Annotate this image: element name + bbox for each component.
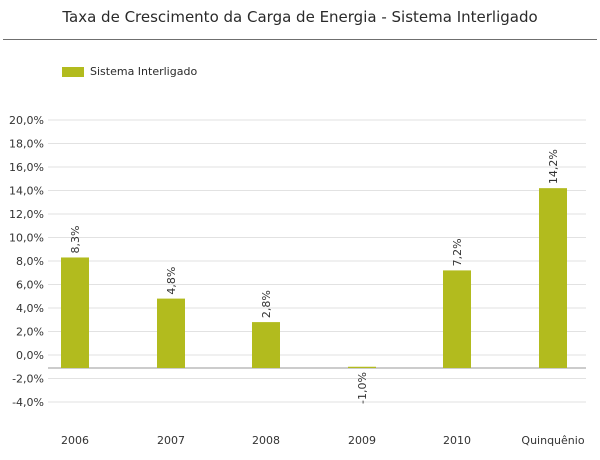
x-tick-label: 2006 — [61, 434, 89, 447]
data-label: -1,0% — [356, 372, 369, 404]
data-label: 7,2% — [451, 238, 464, 266]
bar — [252, 322, 280, 368]
y-tick-label: 14,0% — [9, 185, 44, 198]
x-tick-label: Quinquênio — [521, 434, 584, 447]
bar — [61, 257, 89, 368]
y-tick-label: 10,0% — [9, 232, 44, 245]
y-tick-label: -4,0% — [12, 396, 44, 409]
y-tick-label: 18,0% — [9, 138, 44, 151]
legend-swatch — [62, 66, 84, 77]
bar — [443, 270, 471, 368]
data-label: 8,3% — [69, 226, 82, 254]
y-tick-label: -2,0% — [12, 373, 44, 386]
data-label: 2,8% — [260, 290, 273, 318]
y-tick-label: 12,0% — [9, 208, 44, 221]
y-tick-label: 0,0% — [16, 349, 44, 362]
y-tick-label: 16,0% — [9, 161, 44, 174]
y-tick-label: 2,0% — [16, 326, 44, 339]
y-tick-label: 4,0% — [16, 302, 44, 315]
legend: Sistema Interligado — [62, 65, 197, 78]
x-tick-label: 2007 — [157, 434, 185, 447]
legend-label: Sistema Interligado — [90, 65, 198, 78]
bar — [539, 188, 567, 368]
data-label: 14,2% — [547, 149, 560, 184]
chart-title: Taxa de Crescimento da Carga de Energia … — [62, 8, 538, 26]
bar — [348, 366, 376, 368]
x-tick-label: 2008 — [252, 434, 280, 447]
x-tick-label: 2009 — [348, 434, 376, 447]
bar — [157, 298, 185, 368]
y-tick-label: 8,0% — [16, 255, 44, 268]
y-tick-label: 20,0% — [9, 114, 44, 127]
x-tick-label: 2010 — [443, 434, 471, 447]
data-label: 4,8% — [165, 267, 178, 295]
title-divider — [3, 39, 597, 40]
y-tick-label: 6,0% — [16, 279, 44, 292]
